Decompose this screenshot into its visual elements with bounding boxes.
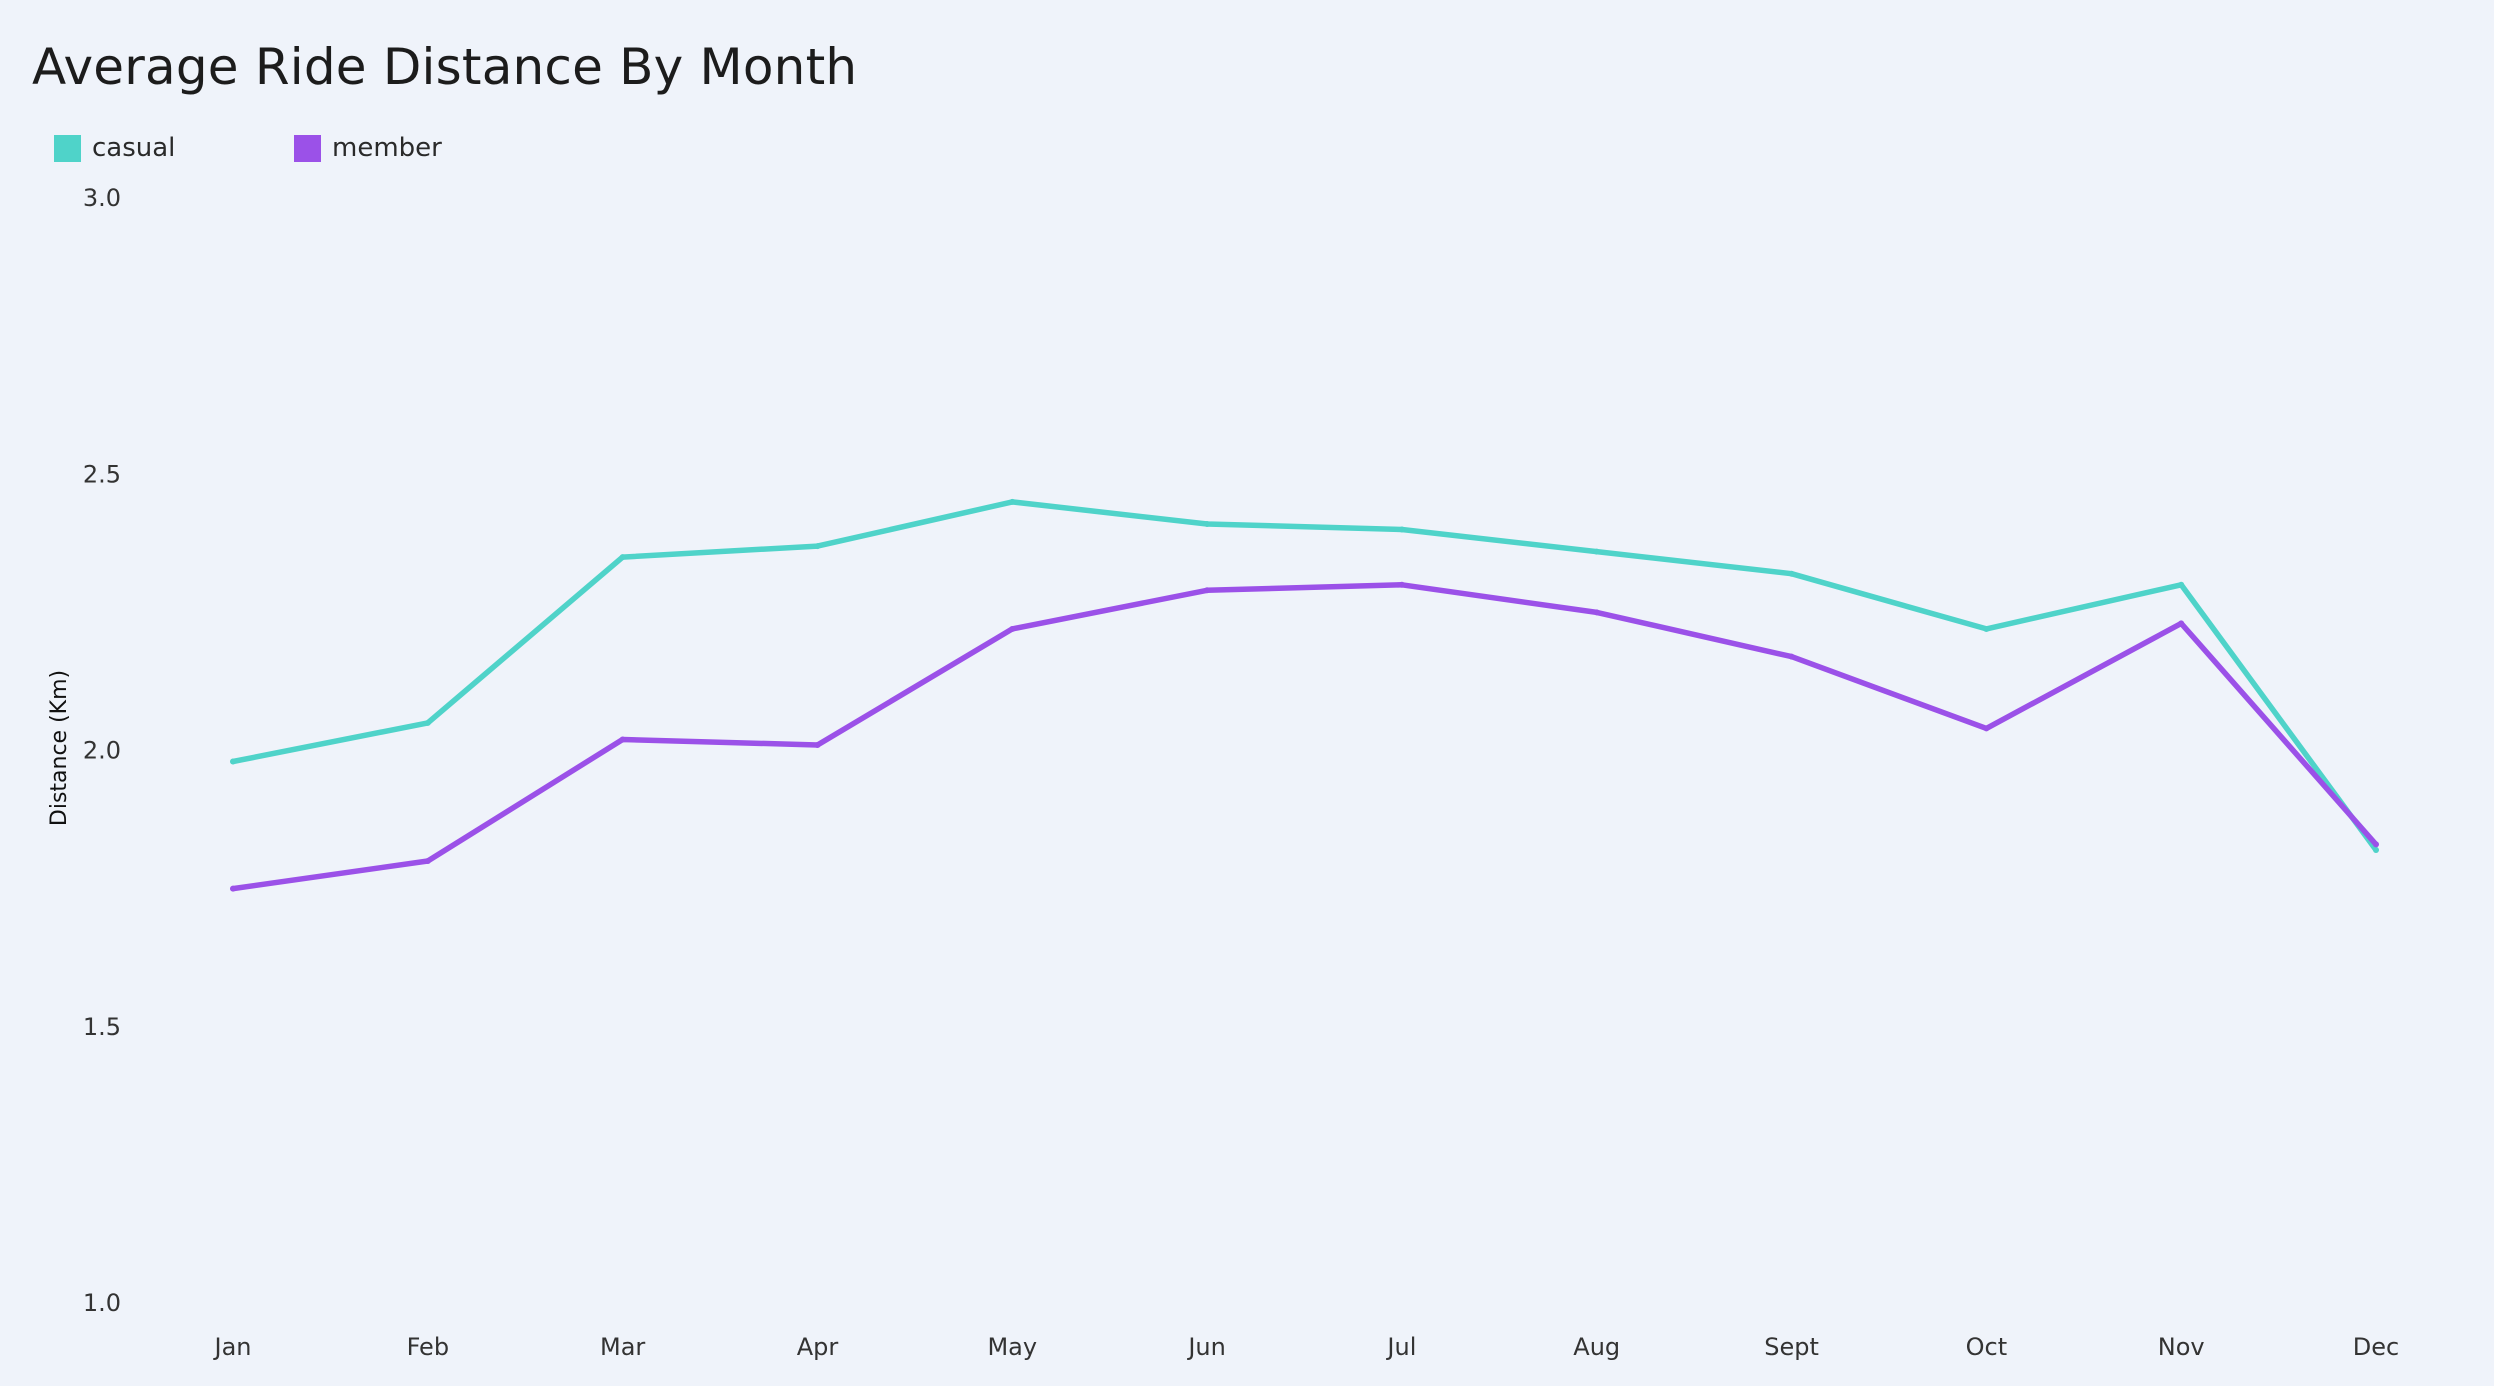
x-tick-label: Feb [407, 1333, 450, 1361]
data-point-casual[interactable] [1398, 526, 1405, 533]
data-point-member[interactable] [230, 885, 236, 892]
x-tick-label: Oct [1966, 1333, 2008, 1361]
legend-label-member: member [332, 133, 442, 163]
legend: casual member [54, 133, 442, 163]
legend-swatch-casual [54, 134, 81, 162]
data-point-member[interactable] [2373, 841, 2379, 848]
x-tick-label: Nov [2158, 1333, 2205, 1361]
x-tick-label: Aug [1573, 1333, 1620, 1361]
data-point-casual[interactable] [424, 719, 431, 726]
y-axis-title: Distance (Km) [47, 670, 72, 826]
data-point-member[interactable] [1204, 587, 1211, 594]
data-point-member[interactable] [1593, 609, 1600, 616]
data-point-member[interactable] [1983, 725, 1990, 732]
data-point-member[interactable] [1788, 653, 1795, 660]
x-tick-label: Dec [2353, 1333, 2399, 1361]
data-point-casual[interactable] [1009, 498, 1016, 505]
x-tick-label: Jul [1385, 1333, 1416, 1361]
data-point-casual[interactable] [619, 554, 626, 561]
series-line-member[interactable] [230, 582, 2379, 892]
y-tick-label: 2.5 [83, 460, 121, 488]
data-point-casual[interactable] [814, 543, 821, 550]
data-point-casual[interactable] [1983, 625, 1990, 632]
data-point-member[interactable] [1009, 625, 1016, 632]
legend-swatch-member [294, 134, 321, 162]
y-tick-label: 2.0 [83, 737, 121, 765]
data-point-member[interactable] [424, 858, 431, 864]
data-point-casual[interactable] [1204, 520, 1211, 527]
data-point-member[interactable] [2178, 620, 2185, 627]
x-tick-label: Mar [600, 1333, 645, 1361]
data-point-casual[interactable] [2178, 581, 2185, 588]
x-tick-label: Apr [797, 1333, 839, 1361]
y-tick-label: 3.0 [83, 184, 121, 212]
data-point-member[interactable] [1398, 581, 1405, 588]
y-axis-ticks: 1.0 1.5 2.0 2.5 3.0 [83, 184, 121, 1317]
data-point-casual[interactable] [1593, 548, 1600, 555]
x-tick-label: Jan [213, 1333, 252, 1361]
series-line-casual[interactable] [230, 499, 2379, 853]
x-tick-label: Jun [1186, 1333, 1226, 1361]
chart-title: Average Ride Distance By Month [32, 38, 858, 96]
data-point-member[interactable] [619, 736, 626, 743]
legend-item-casual[interactable]: casual [54, 133, 294, 163]
x-axis-ticks: Jan Feb Mar Apr May Jun Jul Aug Sept Oct Nov Dec [213, 1333, 2400, 1361]
data-point-casual[interactable] [1788, 570, 1795, 577]
y-tick-label: 1.5 [83, 1013, 121, 1041]
series-lines [230, 499, 2379, 892]
data-point-member[interactable] [814, 741, 821, 748]
x-tick-label: Sept [1764, 1333, 1819, 1361]
y-tick-label: 1.0 [83, 1289, 121, 1317]
legend-label-casual: casual [92, 133, 176, 163]
x-tick-label: May [987, 1333, 1037, 1361]
data-point-casual[interactable] [230, 758, 236, 765]
data-point-casual[interactable] [2373, 846, 2379, 853]
series-points [230, 498, 2379, 892]
legend-item-member[interactable]: member [294, 133, 442, 163]
